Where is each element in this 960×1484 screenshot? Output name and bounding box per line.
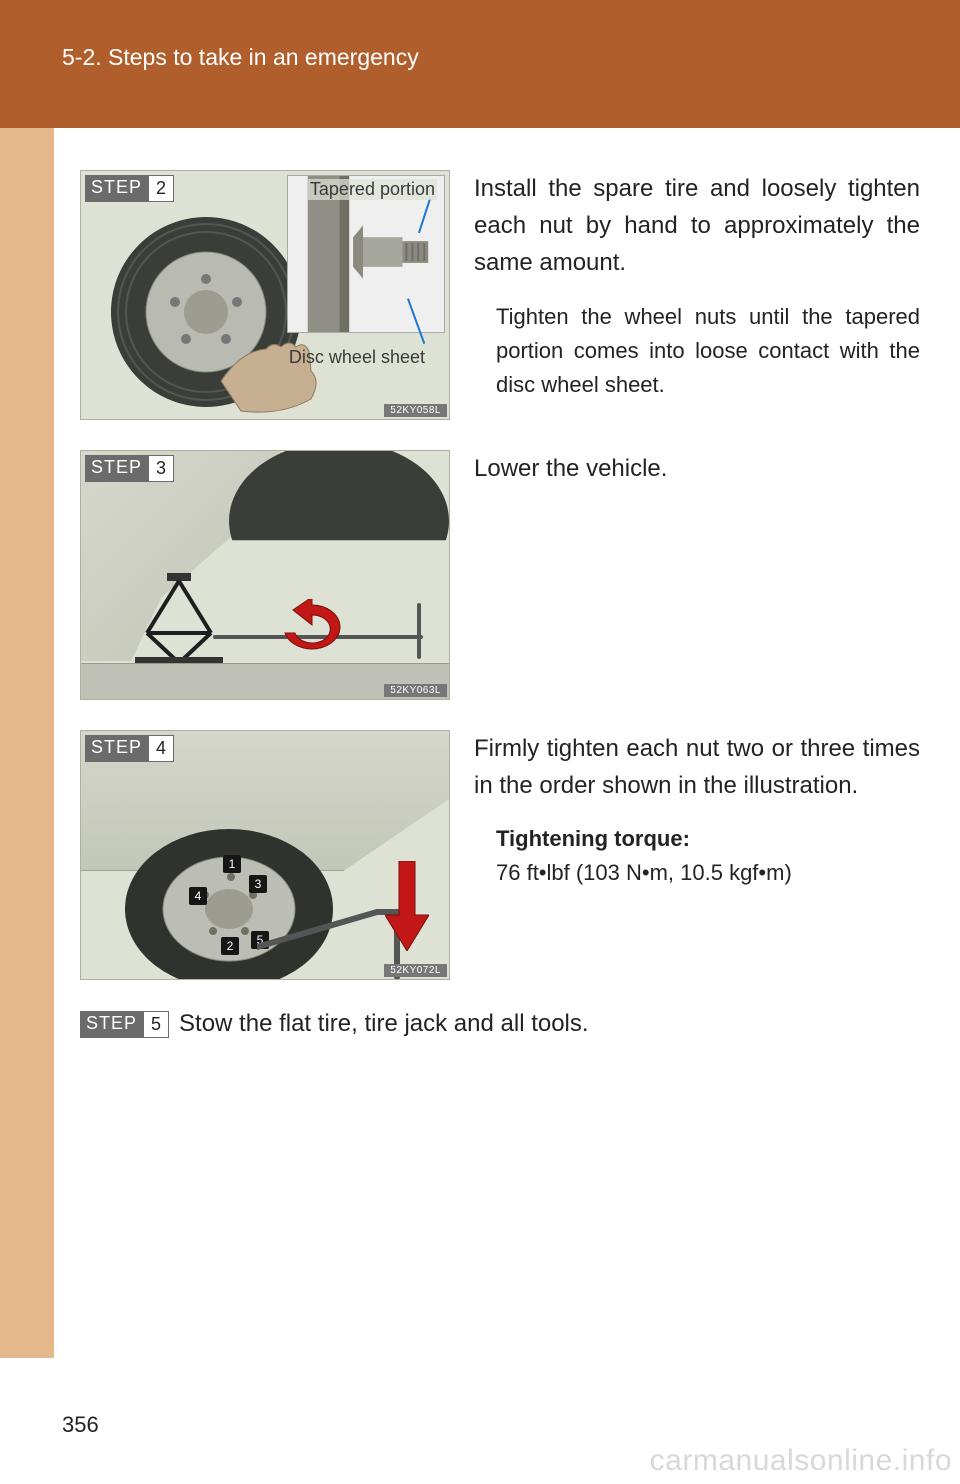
step4-text: Firmly tighten each nut two or three tim… bbox=[474, 730, 920, 891]
step5-badge: STEP 5 bbox=[80, 1011, 169, 1038]
down-arrow-icon bbox=[385, 861, 429, 951]
step3-row: STEP 3 52KY063L Lower the vehicle. bbox=[80, 450, 920, 700]
jack-icon bbox=[127, 573, 237, 663]
step-word: STEP bbox=[85, 455, 148, 482]
step2-sub-text: Tighten the wheel nuts until the tapered… bbox=[496, 300, 920, 402]
hand-icon bbox=[211, 321, 331, 420]
step3-badge: STEP 3 bbox=[85, 455, 174, 482]
step2-number: 2 bbox=[148, 175, 174, 202]
step4-number: 4 bbox=[148, 735, 174, 762]
step-word: STEP bbox=[80, 1011, 143, 1038]
step2-text: Install the spare tire and loosely tight… bbox=[474, 170, 920, 402]
nut-label-2: 2 bbox=[221, 937, 239, 955]
step3-figure: STEP 3 52KY063L bbox=[80, 450, 450, 700]
torque-label: Tightening torque: bbox=[496, 826, 690, 851]
header-banner: 5-2. Steps to take in an emergency bbox=[0, 0, 960, 128]
page-number: 356 bbox=[62, 1412, 99, 1438]
step4-row: STEP 4 1 2 3 4 5 bbox=[80, 730, 920, 980]
step2-badge: STEP 2 bbox=[85, 175, 174, 202]
step4-figure: STEP 4 1 2 3 4 5 bbox=[80, 730, 450, 980]
image-code: 52KY058L bbox=[384, 404, 447, 417]
step2-figure: STEP 2 Tapered portion bbox=[80, 170, 450, 420]
label-disc-wheel-sheet: Disc wheel sheet bbox=[289, 347, 425, 369]
watermark: carmanualsonline.info bbox=[650, 1444, 952, 1478]
step4-badge: STEP 4 bbox=[85, 735, 174, 762]
nut-label-3: 3 bbox=[249, 875, 267, 893]
step3-text: Lower the vehicle. bbox=[474, 450, 920, 487]
jack-handle-end bbox=[417, 603, 421, 659]
section-title: 5-2. Steps to take in an emergency bbox=[62, 44, 419, 71]
nut-label-4: 4 bbox=[189, 887, 207, 905]
nut-dot bbox=[241, 927, 249, 935]
image-code: 52KY063L bbox=[384, 684, 447, 697]
wheel-arch-icon bbox=[229, 450, 449, 601]
step5-text: Stow the flat tire, tire jack and all to… bbox=[179, 1010, 589, 1038]
left-sidebar bbox=[0, 128, 54, 1358]
step5-number: 5 bbox=[143, 1011, 169, 1038]
nut-label-1: 1 bbox=[223, 855, 241, 873]
torque-value: 76 ft•lbf (103 N•m, 10.5 kgf•m) bbox=[496, 860, 792, 885]
label-tapered-portion: Tapered portion bbox=[308, 179, 437, 200]
step-word: STEP bbox=[85, 175, 148, 202]
step-word: STEP bbox=[85, 735, 148, 762]
rotation-arrow-icon bbox=[277, 599, 347, 669]
step3-number: 3 bbox=[148, 455, 174, 482]
step2-row: STEP 2 Tapered portion bbox=[80, 170, 920, 420]
image-code: 52KY072L bbox=[384, 964, 447, 977]
nut-dot bbox=[227, 873, 235, 881]
page-content: STEP 2 Tapered portion bbox=[80, 170, 920, 1038]
nut-dot bbox=[209, 927, 217, 935]
step4-main-text: Firmly tighten each nut two or three tim… bbox=[474, 730, 920, 804]
step5-row: STEP 5 Stow the flat tire, tire jack and… bbox=[80, 1010, 920, 1038]
step4-torque: Tightening torque: 76 ft•lbf (103 N•m, 1… bbox=[496, 822, 920, 890]
step2-main-text: Install the spare tire and loosely tight… bbox=[474, 170, 920, 282]
step3-main-text: Lower the vehicle. bbox=[474, 450, 920, 487]
